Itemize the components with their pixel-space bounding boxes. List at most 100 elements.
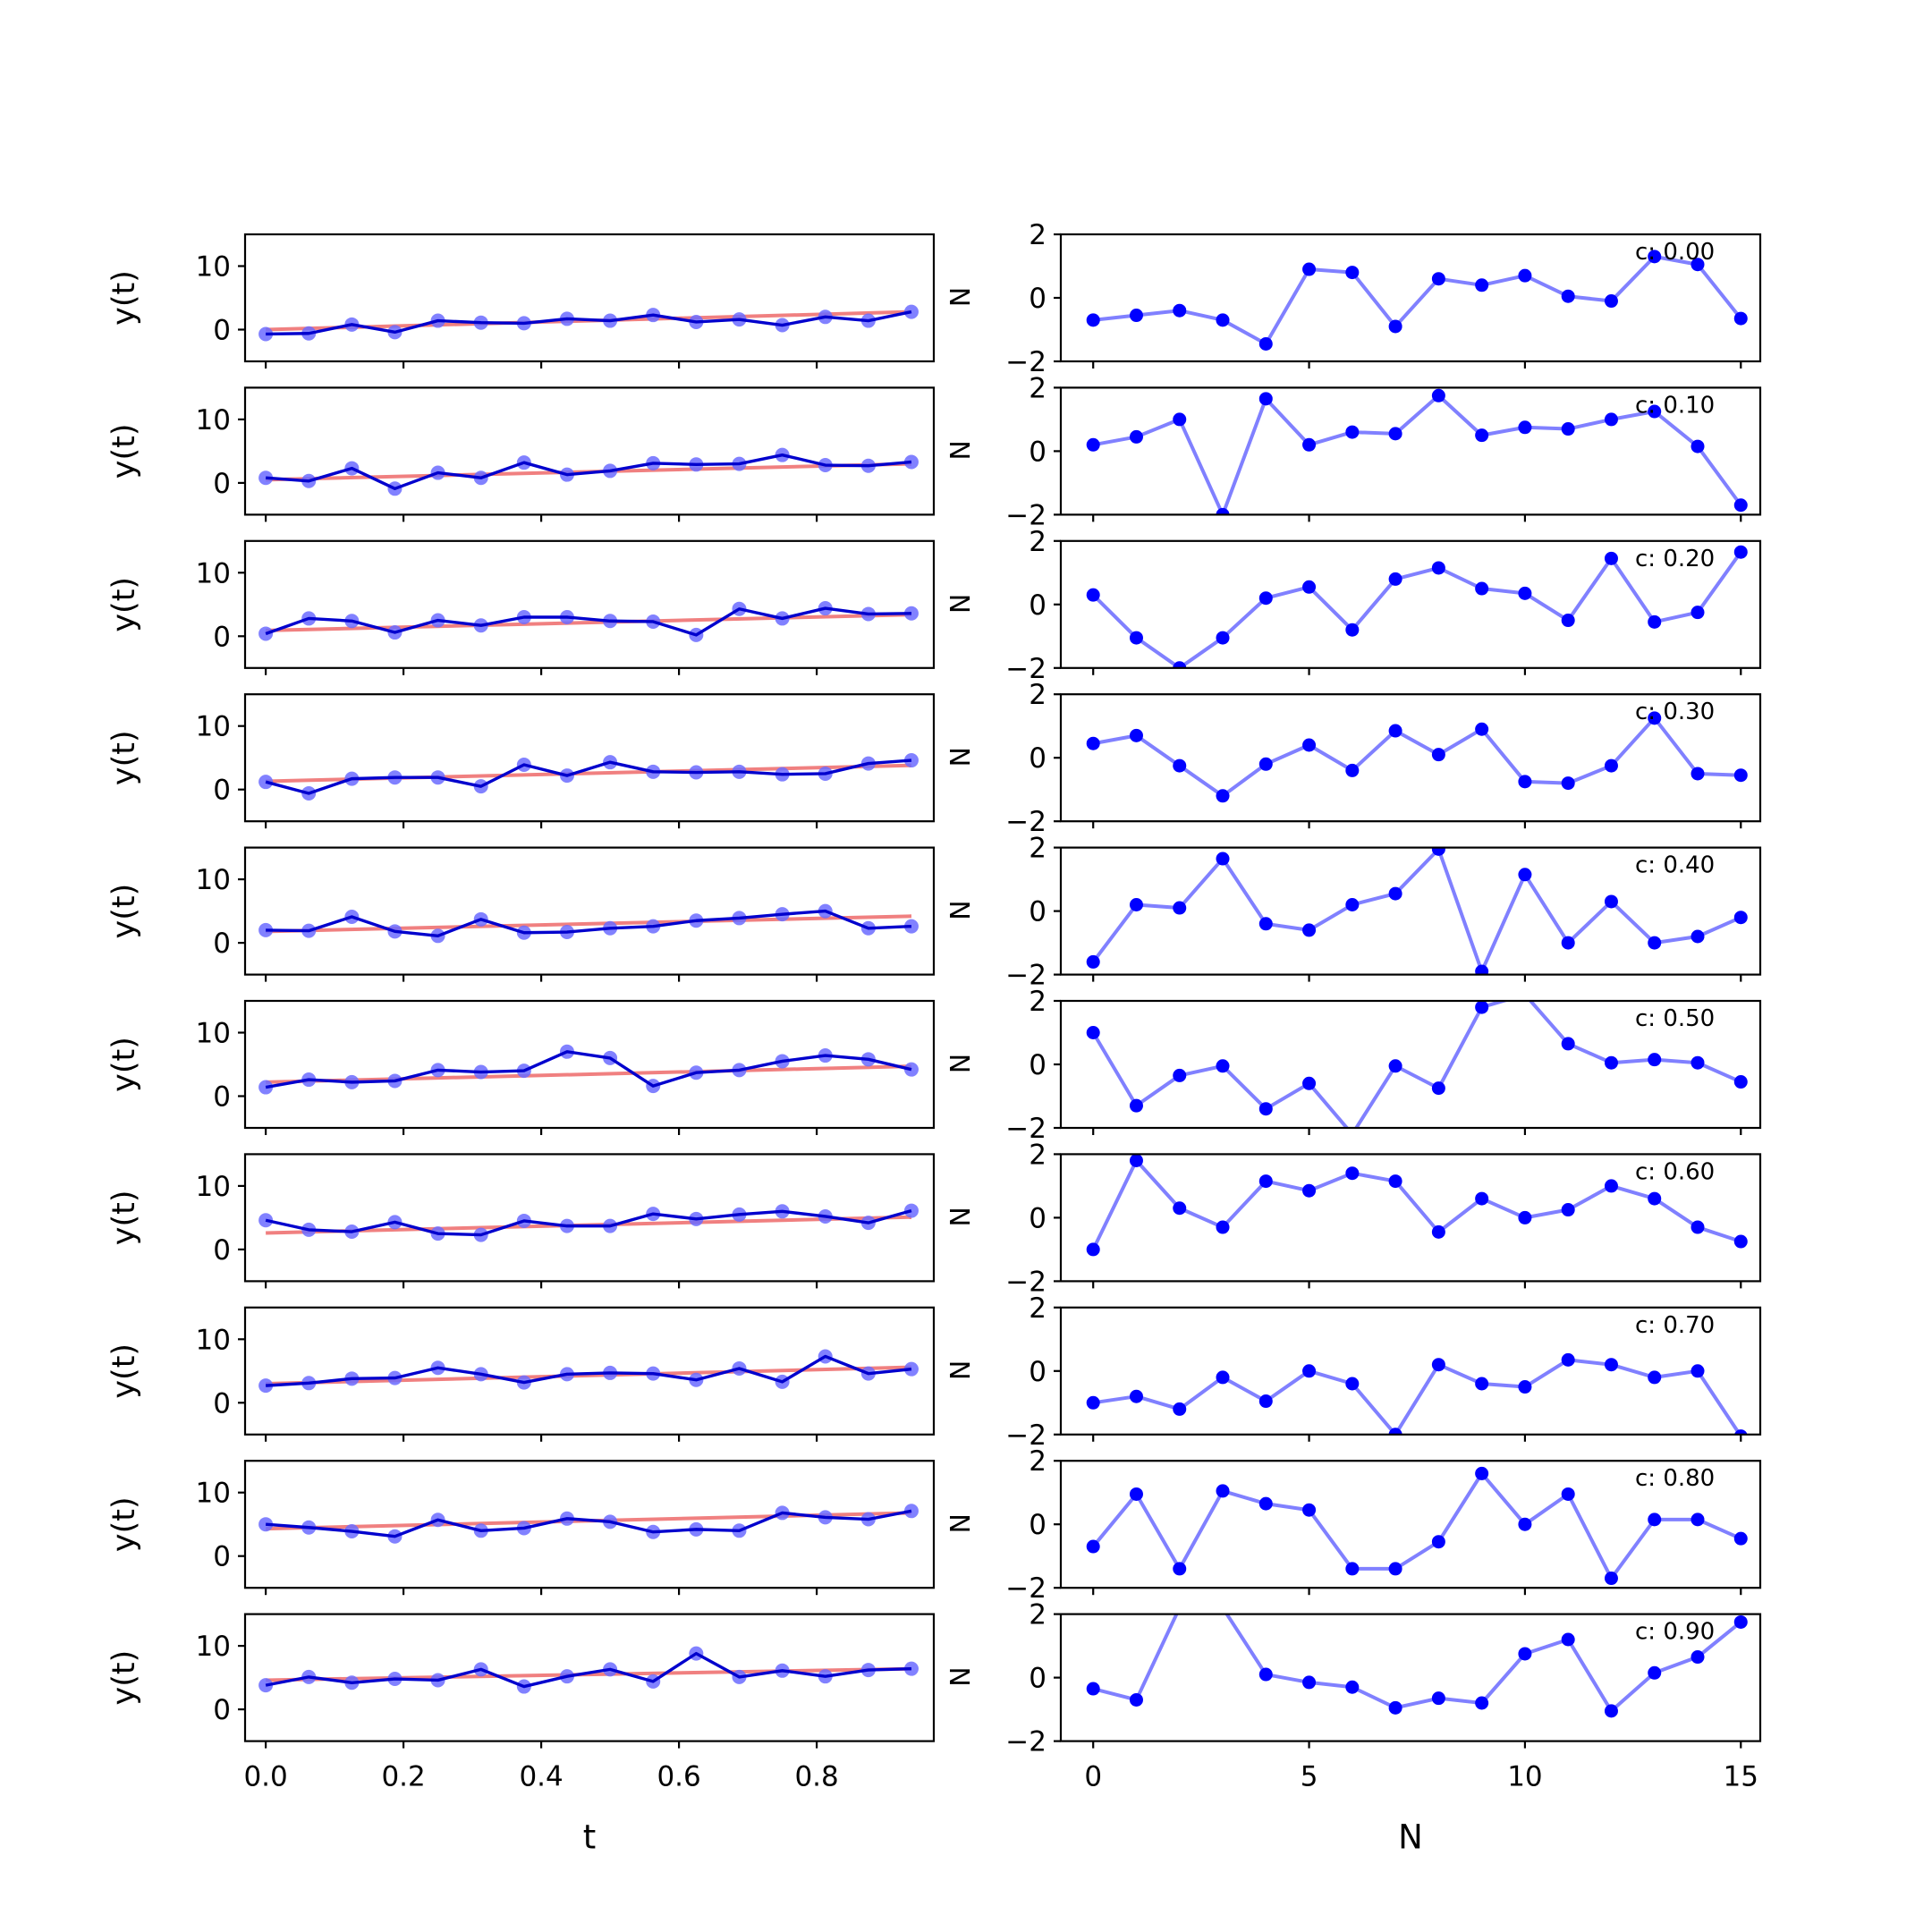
y-tick-label: 10 — [196, 1018, 231, 1050]
noise-point — [1345, 763, 1360, 777]
noise-point — [1345, 898, 1360, 911]
noise-point — [1733, 911, 1748, 925]
noise-point — [1258, 591, 1273, 606]
x-tick-label: 0.0 — [243, 1761, 287, 1793]
noise-point — [1475, 581, 1489, 596]
noise-point — [1690, 1055, 1705, 1070]
y-axis-label: y(t) — [106, 1496, 142, 1552]
noise-point — [1561, 1352, 1575, 1367]
c-annotation: c: 0.90 — [1635, 1619, 1715, 1646]
left-axes-frame — [243, 233, 936, 363]
y-tick-label: 0 — [1029, 283, 1046, 315]
y-tick-label: −2 — [1005, 1113, 1046, 1145]
noise-point — [1733, 498, 1748, 513]
y-tick-label: −2 — [1005, 346, 1046, 378]
series-line — [266, 909, 912, 937]
noise-point — [1216, 1220, 1230, 1234]
noise-point — [1388, 572, 1402, 586]
fit-line — [266, 1365, 912, 1385]
noise-point — [1733, 768, 1748, 783]
noise-point — [1345, 623, 1360, 637]
series-line — [265, 1354, 912, 1387]
noise-point — [1086, 1242, 1100, 1257]
noise-point — [1733, 1234, 1748, 1249]
noise-point — [1475, 1001, 1489, 1014]
left-axes-frame — [243, 386, 936, 516]
series-line — [265, 1651, 912, 1689]
noise-point — [1129, 1154, 1143, 1167]
noise-point — [1733, 311, 1748, 326]
y-tick-label: 0 — [1029, 1049, 1046, 1081]
left-panel-4: N 0 10 y(t) — [106, 846, 974, 982]
noise-point — [1604, 1179, 1618, 1193]
noise-point — [1216, 1370, 1230, 1385]
noise-point — [1518, 775, 1532, 789]
noise-point — [1648, 936, 1662, 950]
noise-point — [1302, 738, 1317, 752]
left-panel-8: N 0 10 y(t) — [106, 1460, 974, 1596]
left-axes-frame — [243, 999, 936, 1130]
noise-point — [1518, 420, 1532, 435]
overlapped-n-label: N — [943, 1207, 974, 1226]
right-plot-area — [1086, 250, 1748, 351]
noise-point — [1518, 1647, 1532, 1661]
y-tick-label: 2 — [1029, 986, 1046, 1018]
right-panel-4: c: 0.40 −2 0 2 — [1005, 833, 1762, 992]
noise-point — [1733, 545, 1748, 559]
noise-point — [1733, 1614, 1748, 1629]
noise-point — [1258, 917, 1273, 931]
y-tick-label: 10 — [196, 711, 231, 743]
series-line — [265, 453, 912, 490]
noise-point — [1690, 258, 1705, 272]
noise-point — [1518, 1210, 1532, 1224]
y-tick-label: 2 — [1029, 526, 1046, 558]
noise-point — [1086, 736, 1100, 750]
noise-point — [1302, 1183, 1317, 1198]
left-panel-0: N 0 10 y(t) — [106, 233, 974, 369]
noise-point — [1345, 1680, 1360, 1694]
noise-point — [1648, 1513, 1662, 1527]
noise-line — [1091, 1471, 1742, 1580]
fit-line — [266, 1064, 912, 1084]
y-tick-label: 10 — [196, 864, 231, 896]
right-plot-area — [1086, 711, 1748, 803]
right-panel-7: c: 0.70 −2 0 2 — [1005, 1292, 1762, 1452]
left-axes-frame — [243, 1460, 936, 1589]
y-tick-label: −2 — [1005, 806, 1046, 838]
noise-point — [1302, 580, 1317, 594]
noise-point — [1690, 606, 1705, 620]
left-panel-1: N 0 10 y(t) — [106, 386, 974, 522]
overlapped-n-label: N — [943, 1666, 974, 1686]
noise-point — [1216, 313, 1230, 327]
noise-point — [1690, 1513, 1705, 1527]
noise-point — [1518, 268, 1532, 283]
noise-point — [1086, 1026, 1100, 1039]
right-plot-area — [1086, 847, 1748, 975]
y-tick-label: 0 — [213, 1234, 231, 1267]
left-panel-6: N 0 10 y(t) — [106, 1153, 974, 1289]
noise-point — [1561, 1037, 1575, 1051]
left-plot-area — [258, 601, 919, 642]
noise-point — [1733, 1075, 1748, 1089]
noise-point — [1690, 1220, 1705, 1234]
right-panel-8: c: 0.80 −2 0 2 — [1005, 1445, 1762, 1605]
fit-line — [266, 914, 912, 934]
series-line — [266, 309, 912, 336]
y-tick-label: 0 — [213, 1541, 231, 1573]
left-panel-9: N 0 10 0.0 0.2 0.4 0.6 0.8 y(t) — [106, 1613, 974, 1793]
noise-point — [1086, 1682, 1100, 1696]
noise-point — [1431, 1535, 1445, 1549]
left-panel-5: N 0 10 y(t) — [106, 999, 974, 1135]
series-line — [265, 758, 912, 795]
y-axis-label: y(t) — [106, 270, 142, 326]
y-tick-label: 0 — [1029, 1356, 1046, 1388]
noise-point — [1129, 1098, 1143, 1113]
right-plot-area — [1086, 1614, 1748, 1718]
c-annotation: c: 0.10 — [1635, 392, 1715, 419]
y-tick-label: 0 — [213, 621, 231, 653]
left-panel-3: N 0 10 y(t) — [106, 693, 974, 829]
y-tick-label: −2 — [1005, 1419, 1046, 1452]
y-tick-label: 0 — [1029, 742, 1046, 775]
noise-point — [1216, 852, 1230, 866]
